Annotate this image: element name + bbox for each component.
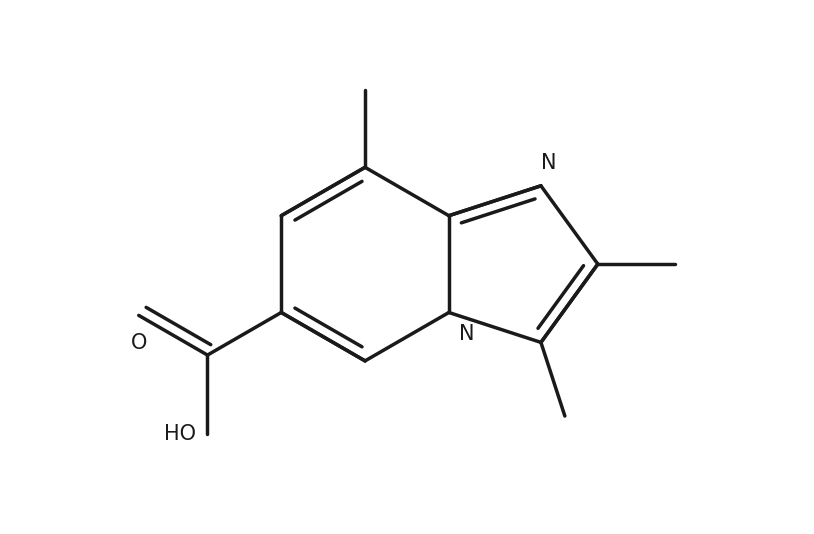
Text: N: N [540, 153, 556, 173]
Text: HO: HO [164, 425, 196, 444]
Text: O: O [130, 333, 147, 353]
Text: N: N [458, 324, 474, 344]
